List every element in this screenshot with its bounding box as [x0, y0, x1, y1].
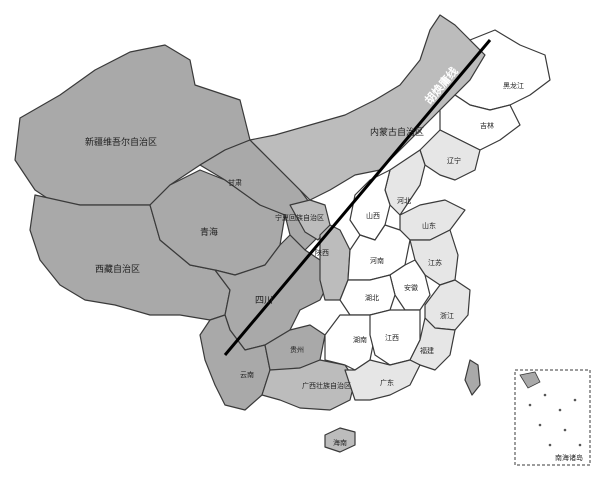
- south-china-sea-inset: 南海诸岛: [514, 369, 591, 466]
- label-neimenggu: 内蒙古自治区: [370, 126, 424, 138]
- label-jilin: 吉林: [480, 121, 494, 130]
- label-shandong: 山东: [422, 221, 436, 230]
- label-hainan: 海南: [333, 438, 347, 447]
- label-jiangxi: 江西: [385, 334, 399, 342]
- label-xizang: 西藏自治区: [95, 263, 140, 275]
- label-guangdong: 广东: [380, 378, 394, 387]
- label-henan: 河南: [370, 256, 384, 265]
- province-shandong: [399, 199, 466, 241]
- label-hubei: 湖北: [365, 293, 379, 302]
- label-hebei: 河北: [397, 197, 411, 205]
- province-zhejiang: [424, 279, 471, 331]
- label-fujian: 福建: [420, 346, 434, 355]
- label-qinghai: 青海: [200, 226, 218, 238]
- label-xinjiang: 新疆维吾尔自治区: [85, 136, 157, 148]
- hu-line: [223, 39, 492, 356]
- label-ningxia: 宁夏回族自治区: [275, 213, 324, 222]
- label-yunnan: 云南: [240, 370, 254, 379]
- label-liaoning: 辽宁: [447, 156, 461, 165]
- province-shanxi: [349, 169, 391, 241]
- label-guangxi: 广西壮族自治区: [302, 381, 351, 390]
- province-hunan: [324, 314, 376, 371]
- province-anhui: [389, 259, 431, 311]
- inset-label: 南海诸岛: [555, 453, 583, 462]
- province-guangdong: [344, 359, 421, 401]
- label-gansu: 甘肃: [228, 178, 242, 187]
- province-hainan: [324, 427, 356, 453]
- label-anhui: 安徽: [404, 283, 418, 292]
- province-jilin: [439, 94, 521, 151]
- label-zhejiang: 浙江: [440, 311, 454, 320]
- label-guizhou: 贵州: [290, 345, 304, 354]
- province-guangxi: [261, 359, 356, 411]
- taiwan-island: [464, 359, 481, 396]
- label-sichuan: 四川: [255, 296, 273, 306]
- label-shanxi: 山西: [366, 211, 380, 220]
- label-hunan: 湖南: [353, 335, 367, 344]
- label-heilongjiang: 黑龙江: [503, 81, 524, 90]
- label-shaanxi: 陕西: [315, 248, 329, 257]
- label-jiangsu: 江苏: [428, 258, 442, 267]
